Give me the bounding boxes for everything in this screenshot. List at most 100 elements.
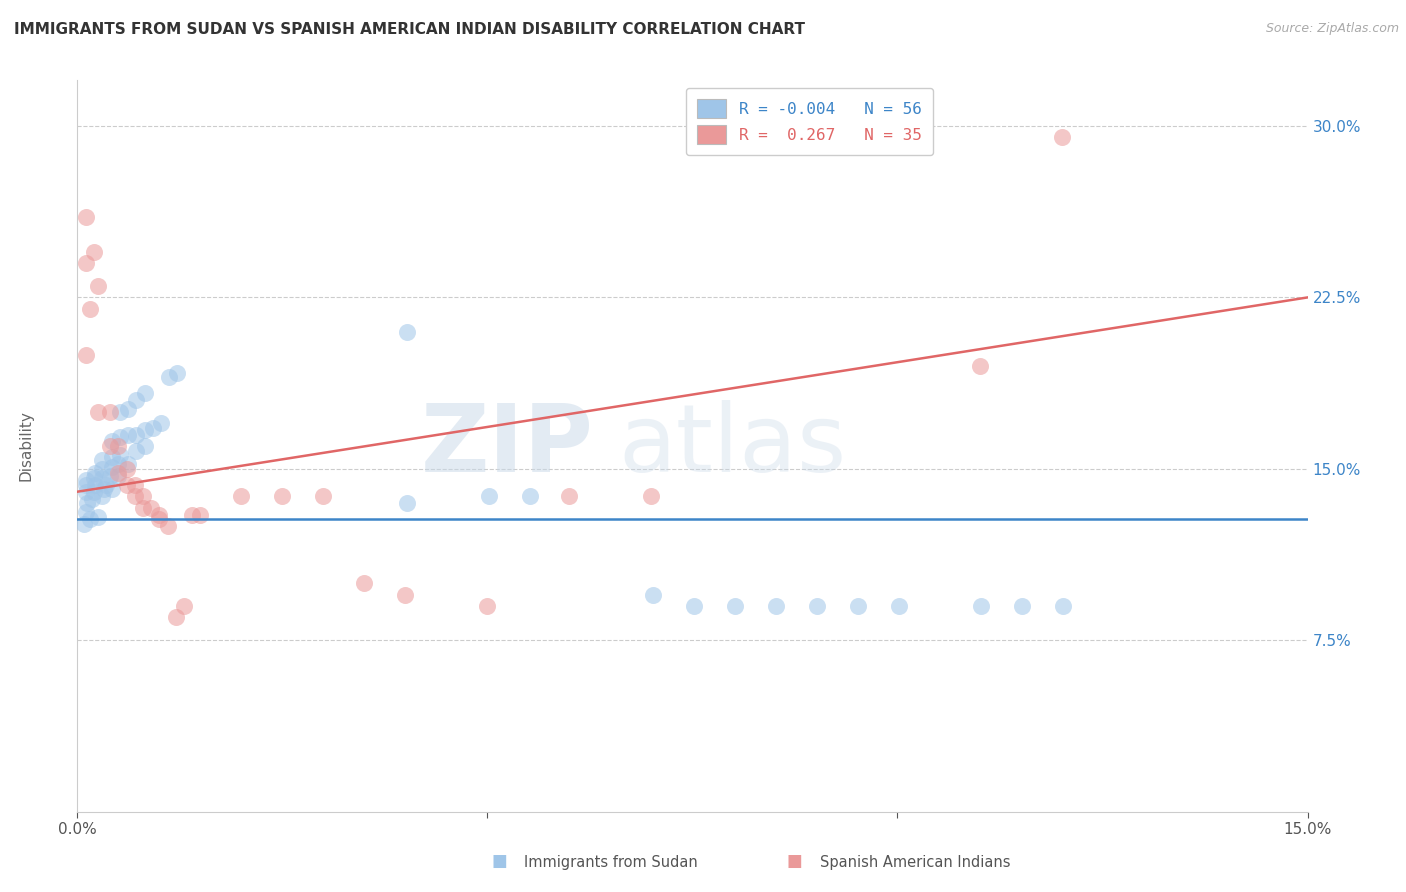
Point [117, 427, 139, 442]
Point [73, 516, 96, 531]
Point [969, 359, 991, 373]
Point [124, 489, 146, 503]
Point [75, 473, 97, 487]
Point [173, 599, 195, 613]
Point [117, 402, 139, 417]
Point [75, 505, 97, 519]
Point [83, 471, 105, 485]
Text: ZIP: ZIP [422, 400, 595, 492]
Point [75, 478, 97, 492]
Point [90, 471, 114, 485]
Point [76, 496, 98, 510]
Text: IMMIGRANTS FROM SUDAN VS SPANISH AMERICAN INDIAN DISABILITY CORRELATION CHART: IMMIGRANTS FROM SUDAN VS SPANISH AMERICA… [14, 22, 806, 37]
Point [107, 458, 129, 472]
Text: ■: ■ [786, 852, 803, 870]
Point [643, 588, 665, 602]
Point [87, 509, 110, 524]
Point [84, 467, 107, 481]
Point [724, 599, 747, 613]
Point [1052, 599, 1074, 613]
Point [640, 489, 662, 503]
Point [125, 443, 148, 458]
Point [166, 366, 188, 380]
Point [558, 489, 581, 503]
Text: atlas: atlas [619, 400, 846, 492]
Text: ■: ■ [491, 852, 508, 870]
Point [353, 576, 375, 591]
Point [148, 508, 170, 522]
Point [84, 478, 107, 492]
Point [683, 599, 706, 613]
Point [101, 450, 124, 465]
Point [125, 427, 148, 442]
Point [101, 434, 124, 449]
Point [115, 478, 138, 492]
Point [132, 489, 155, 503]
Point [806, 599, 828, 613]
Point [101, 459, 124, 474]
Point [87, 405, 110, 419]
Point [889, 599, 911, 613]
Point [75, 256, 97, 270]
Point [98, 405, 121, 419]
Legend: R = -0.004   N = 56, R =  0.267   N = 35: R = -0.004 N = 56, R = 0.267 N = 35 [686, 88, 932, 154]
Point [108, 430, 131, 444]
Point [83, 244, 105, 259]
Point [157, 370, 180, 384]
Point [93, 483, 115, 497]
Point [87, 279, 110, 293]
Point [478, 489, 501, 503]
Point [181, 508, 204, 522]
Point [90, 489, 114, 503]
Point [231, 489, 253, 503]
Point [98, 468, 121, 483]
Point [150, 416, 173, 430]
Point [117, 458, 139, 472]
Point [125, 393, 148, 408]
Point [519, 489, 541, 503]
Point [79, 301, 101, 316]
Point [271, 489, 294, 503]
Point [134, 423, 156, 437]
Point [142, 420, 165, 434]
Point [101, 483, 124, 497]
Text: Source: ZipAtlas.com: Source: ZipAtlas.com [1265, 22, 1399, 36]
Point [107, 467, 129, 481]
Point [107, 468, 129, 483]
Point [90, 452, 114, 467]
Point [90, 462, 114, 476]
Point [394, 588, 416, 602]
Point [312, 489, 335, 503]
Point [75, 484, 97, 499]
Point [107, 439, 129, 453]
Point [141, 500, 163, 515]
Point [846, 599, 869, 613]
Point [165, 610, 187, 624]
Point [75, 347, 97, 362]
Point [94, 478, 117, 492]
Point [1050, 130, 1073, 145]
Point [115, 462, 138, 476]
Point [396, 325, 419, 339]
Point [134, 439, 156, 453]
Point [108, 448, 131, 462]
Point [83, 484, 105, 499]
Point [396, 496, 419, 510]
Point [108, 405, 131, 419]
Point [765, 599, 787, 613]
Point [1011, 599, 1033, 613]
Point [156, 519, 179, 533]
Point [75, 211, 97, 225]
Point [477, 599, 499, 613]
Point [148, 512, 170, 526]
Point [124, 478, 146, 492]
Text: Immigrants from Sudan: Immigrants from Sudan [524, 855, 699, 870]
Point [98, 439, 121, 453]
Text: Spanish American Indians: Spanish American Indians [820, 855, 1010, 870]
Point [970, 599, 993, 613]
Text: Disability: Disability [18, 410, 34, 482]
Point [79, 512, 101, 526]
Point [82, 491, 104, 506]
Point [188, 508, 212, 522]
Point [132, 500, 155, 515]
